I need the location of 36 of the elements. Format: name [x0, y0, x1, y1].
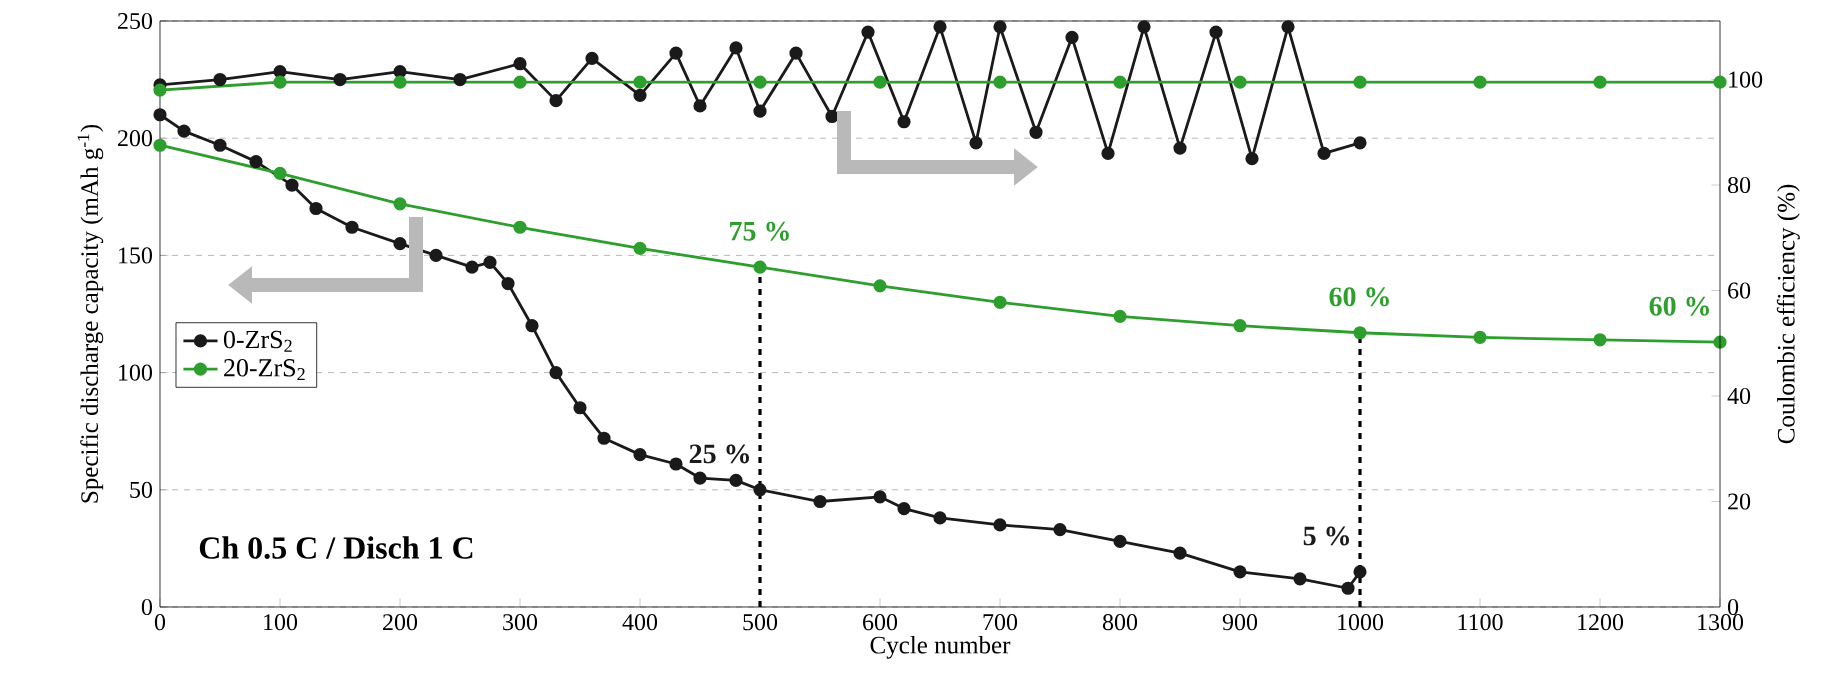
y2-tick-label: 80: [1727, 176, 1751, 194]
y-tick-label: 50: [130, 481, 153, 498]
annotation: 25 %: [689, 444, 749, 464]
y-tick-label: 250: [118, 12, 153, 30]
y-tick-label: 200: [118, 130, 153, 147]
x-tick-label: 200: [383, 614, 418, 631]
y2-tick-label: 40: [1727, 387, 1751, 405]
y2-tick-label: 100: [1729, 71, 1763, 88]
annotation: 75 %: [730, 221, 789, 241]
x-tick-label: 100: [264, 614, 298, 631]
y2-tick-label: 20: [1728, 493, 1751, 510]
x-tick-label: 500: [743, 614, 778, 631]
annotation: Ch 0.5 C / Disch 1 C: [199, 536, 473, 559]
x-tick-label: 300: [503, 614, 538, 631]
annotation: 60 %: [1329, 287, 1389, 307]
x-tick-label: 400: [622, 614, 658, 631]
y-tick-label: 0: [141, 598, 153, 616]
legend-label: 0-ZrS$_{2}$: [223, 330, 292, 352]
x-tick-label: 0: [154, 614, 166, 631]
x-tick-label: 1000: [1338, 614, 1384, 631]
legend-label: 20-ZrS$_{2}$: [224, 359, 305, 381]
x-tick-label: 700: [983, 614, 1018, 631]
y-axis-title: Specific discharge capacity (mAh g$^{-1}$): [77, 124, 104, 503]
x-tick-label: 1100: [1458, 614, 1503, 631]
x-axis-title: Cycle number: [870, 635, 1011, 659]
y-tick-label: 150: [119, 247, 153, 264]
x-tick-label: 1200: [1578, 614, 1624, 631]
y2-axis-title: Coulombic efficiency (%): [1776, 184, 1800, 444]
y-tick-label: 100: [119, 364, 153, 381]
x-tick-label: 900: [1222, 614, 1258, 631]
annotation: 60 %: [1649, 296, 1709, 316]
y2-tick-label: 60: [1728, 282, 1751, 299]
x-tick-label: 1300: [1698, 614, 1744, 631]
x-tick-label: 800: [1102, 614, 1138, 631]
annotation: 5 %: [1303, 526, 1349, 546]
x-tick-label: 600: [863, 614, 898, 631]
